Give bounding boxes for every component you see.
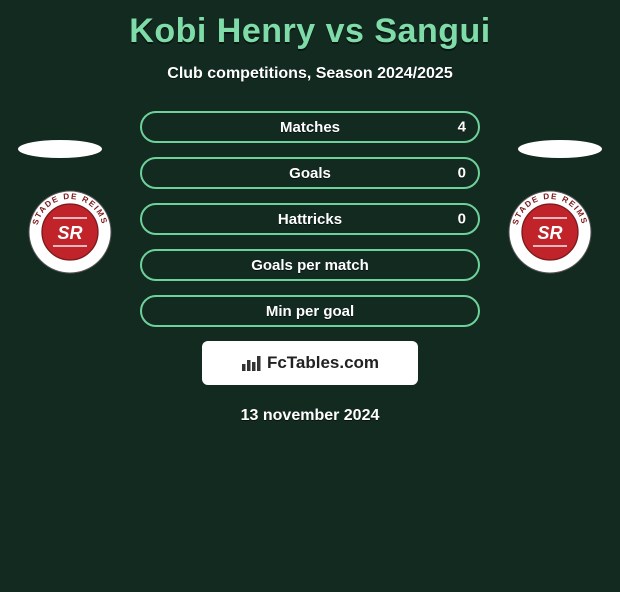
player-ellipse-left xyxy=(18,140,102,158)
comparison-subtitle: Club competitions, Season 2024/2025 xyxy=(0,65,620,83)
svg-text:SR: SR xyxy=(537,223,562,243)
stat-label: Matches xyxy=(280,119,340,136)
stat-row-goals: Goals 0 xyxy=(140,157,480,189)
stat-value-right: 4 xyxy=(458,119,466,136)
stat-row-min-per-goal: Min per goal xyxy=(140,295,480,327)
comparison-title: Kobi Henry vs Sangui xyxy=(0,12,620,51)
stat-label: Goals per match xyxy=(251,257,369,274)
stat-label: Hattricks xyxy=(278,211,342,228)
generated-date: 13 november 2024 xyxy=(0,407,620,425)
stat-row-goals-per-match: Goals per match xyxy=(140,249,480,281)
stat-label: Goals xyxy=(289,165,331,182)
svg-text:SR: SR xyxy=(57,223,82,243)
stat-row-matches: Matches 4 xyxy=(140,111,480,143)
stat-label: Min per goal xyxy=(266,303,354,320)
source-logo: FcTables.com xyxy=(202,341,418,385)
stat-value-right: 0 xyxy=(458,211,466,228)
player-ellipse-right xyxy=(518,140,602,158)
stat-value-right: 0 xyxy=(458,165,466,182)
source-logo-text: FcTables.com xyxy=(267,353,379,373)
stat-row-hattricks: Hattricks 0 xyxy=(140,203,480,235)
stats-container: Matches 4 Goals 0 Hattricks 0 Goals per … xyxy=(140,111,480,327)
bars-icon xyxy=(241,354,263,372)
club-badge-right: STADE DE REIMS SR xyxy=(500,190,600,274)
club-badge-left: STADE DE REIMS SR xyxy=(20,190,120,274)
